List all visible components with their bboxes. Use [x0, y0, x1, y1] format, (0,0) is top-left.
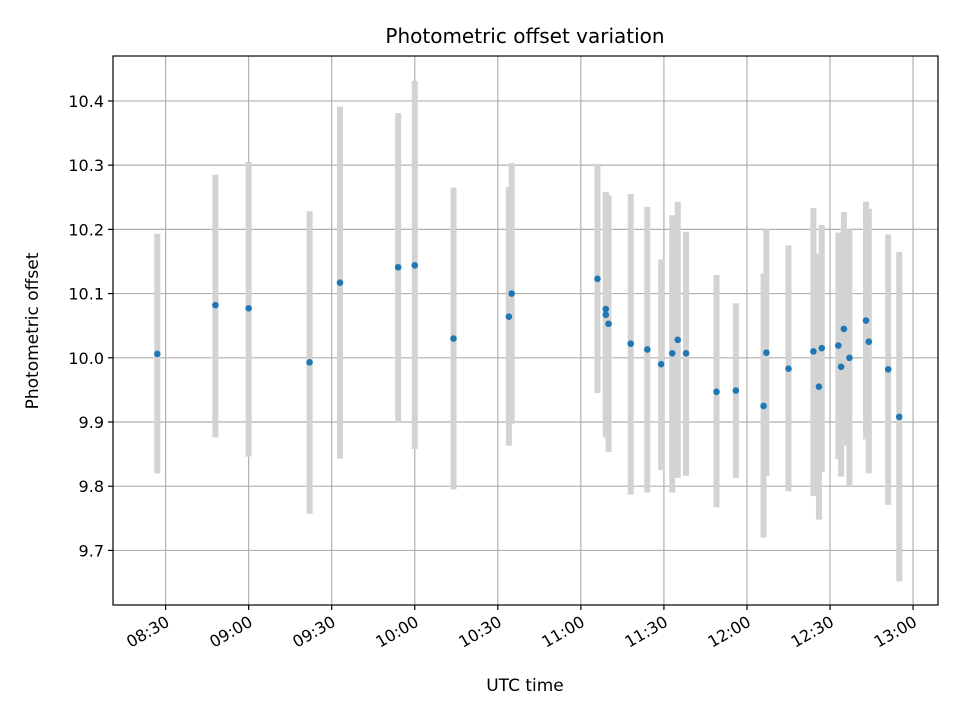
- x-tick-label: 11:00: [538, 612, 587, 652]
- data-point: [810, 348, 817, 355]
- x-tick-label: 10:30: [455, 612, 504, 652]
- data-point: [884, 366, 892, 373]
- y-tick-label: 9.9: [79, 413, 104, 432]
- data-point: [763, 349, 770, 356]
- data-point: [895, 413, 903, 421]
- x-axis-label: UTC time: [486, 676, 564, 696]
- x-tick-label: 12:30: [788, 612, 837, 652]
- data-point: [668, 349, 676, 357]
- x-tick-label: 08:30: [123, 612, 172, 652]
- data-point: [760, 402, 767, 410]
- x-tick-label: 10:00: [372, 612, 421, 652]
- data-point: [840, 325, 848, 333]
- y-tick-label: 10.2: [68, 220, 104, 239]
- data-point: [862, 317, 870, 324]
- y-tick-label: 10.4: [68, 92, 104, 111]
- plot-frame: [112, 55, 939, 606]
- x-tick-label: 13:00: [871, 612, 920, 652]
- data-point: [644, 346, 651, 353]
- data-point: [594, 275, 601, 283]
- data-point: [837, 363, 845, 371]
- data-point: [306, 358, 313, 366]
- data-point: [605, 320, 612, 328]
- y-tick-label: 9.8: [79, 477, 104, 496]
- data-point: [713, 388, 720, 396]
- data-point: [815, 383, 823, 390]
- data-point: [732, 387, 740, 394]
- y-tick-label: 9.7: [79, 541, 104, 560]
- x-ticks: 08:30 09:00 09:30 10:00 10:30 11:00 11:30 12:00…: [123, 605, 920, 652]
- error-bars: [154, 81, 903, 582]
- data-point: [212, 301, 219, 309]
- data-point: [627, 340, 635, 347]
- data-point: [245, 305, 252, 312]
- y-axis-label: Photometric offset: [23, 252, 43, 409]
- y-tick-label: 10.0: [68, 349, 104, 368]
- x-tick-label: 09:00: [206, 612, 255, 652]
- data-point: [602, 311, 610, 319]
- chart-title: Photometric offset variation: [385, 24, 664, 48]
- data-point: [865, 338, 873, 346]
- data-point: [394, 263, 402, 271]
- data-point: [450, 335, 457, 342]
- y-tick-label: 10.1: [68, 285, 104, 304]
- data-point: [411, 262, 419, 269]
- data-point: [785, 365, 792, 373]
- data-points: [153, 262, 903, 421]
- x-tick-label: 12:00: [705, 612, 754, 652]
- data-point: [846, 354, 853, 362]
- data-point: [505, 313, 513, 320]
- y-tick-label: 10.3: [68, 156, 104, 175]
- data-point: [818, 344, 826, 352]
- data-point: [657, 360, 665, 368]
- x-tick-label: 09:30: [289, 612, 338, 652]
- data-point: [674, 336, 682, 344]
- data-point: [835, 342, 842, 349]
- y-ticks: 9.7 9.8 9.9 10.0 10.1 10.2 10.3 10.4: [68, 92, 113, 560]
- data-point: [682, 349, 690, 357]
- data-point: [508, 290, 515, 297]
- grid: [113, 56, 938, 605]
- data-point: [602, 305, 610, 313]
- data-point: [336, 279, 344, 286]
- data-point: [153, 350, 161, 358]
- x-tick-label: 11:30: [621, 612, 670, 652]
